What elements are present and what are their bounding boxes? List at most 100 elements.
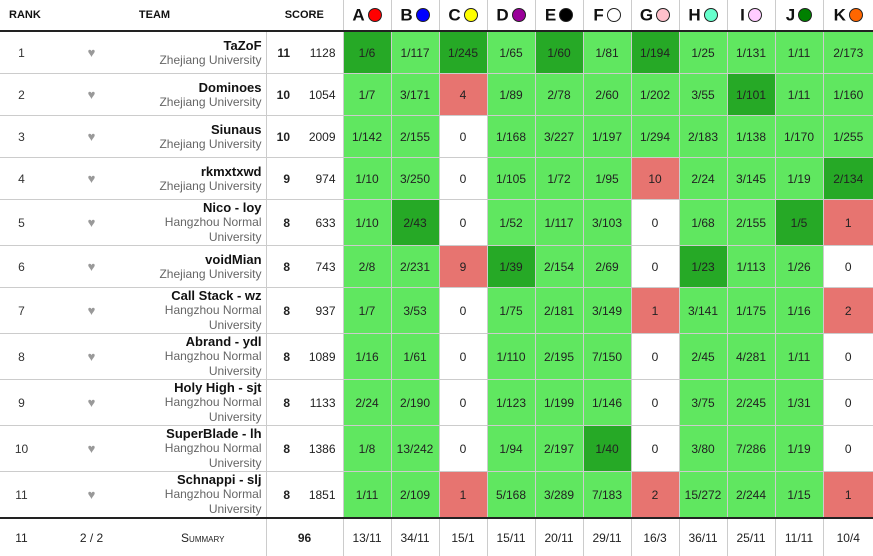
problem-result-cell[interactable]: 1/19 bbox=[774, 425, 824, 472]
problem-result-cell[interactable]: 1 bbox=[822, 471, 873, 519]
problem-result-cell[interactable]: 1/123 bbox=[486, 379, 536, 426]
table-row[interactable]: 9 ♥ Holy High - sjt Hangzhou Normal Univers… bbox=[0, 379, 873, 426]
problem-header-i[interactable]: I bbox=[726, 0, 776, 32]
problem-result-cell[interactable]: 1/168 bbox=[486, 115, 536, 158]
problem-result-cell[interactable]: 0 bbox=[630, 425, 680, 472]
problem-result-cell[interactable]: 1/31 bbox=[774, 379, 824, 426]
team-cell[interactable]: TaZoF Zhejiang University bbox=[140, 31, 267, 74]
team-cell[interactable]: Call Stack - wz Hangzhou Normal Universit… bbox=[140, 287, 267, 334]
team-cell[interactable]: Nico - loy Hangzhou Normal University bbox=[140, 199, 267, 246]
team-cell[interactable]: Dominoes Zhejiang University bbox=[140, 73, 267, 116]
problem-result-cell[interactable]: 1/117 bbox=[390, 31, 440, 74]
problem-header-b[interactable]: B bbox=[390, 0, 440, 32]
problem-result-cell[interactable]: 0 bbox=[822, 379, 873, 426]
problem-result-cell[interactable]: 2 bbox=[822, 287, 873, 334]
problem-result-cell[interactable]: 0 bbox=[630, 245, 680, 288]
problem-result-cell[interactable]: 3/55 bbox=[678, 73, 728, 116]
problem-result-cell[interactable]: 1/39 bbox=[486, 245, 536, 288]
problem-result-cell[interactable]: 1/95 bbox=[582, 157, 632, 200]
problem-result-cell[interactable]: 3/75 bbox=[678, 379, 728, 426]
problem-result-cell[interactable]: 0 bbox=[438, 287, 488, 334]
problem-result-cell[interactable]: 1/194 bbox=[630, 31, 680, 74]
favorite-heart-icon[interactable]: ♥ bbox=[43, 199, 140, 246]
problem-result-cell[interactable]: 1/138 bbox=[726, 115, 776, 158]
table-row[interactable]: 5 ♥ Nico - loy Hangzhou Normal University 8 6… bbox=[0, 199, 873, 246]
problem-result-cell[interactable]: 3/80 bbox=[678, 425, 728, 472]
problem-header-g[interactable]: G bbox=[630, 0, 680, 32]
table-row[interactable]: 7 ♥ Call Stack - wz Hangzhou Normal Univers… bbox=[0, 287, 873, 334]
problem-result-cell[interactable]: 3/103 bbox=[582, 199, 632, 246]
problem-result-cell[interactable]: 1/131 bbox=[726, 31, 776, 74]
problem-header-a[interactable]: A bbox=[342, 0, 392, 32]
problem-result-cell[interactable]: 0 bbox=[822, 333, 873, 380]
problem-result-cell[interactable]: 7/150 bbox=[582, 333, 632, 380]
problem-result-cell[interactable]: 1/19 bbox=[774, 157, 824, 200]
problem-result-cell[interactable]: 1/160 bbox=[822, 73, 873, 116]
problem-result-cell[interactable]: 1/113 bbox=[726, 245, 776, 288]
favorite-heart-icon[interactable]: ♥ bbox=[43, 471, 140, 519]
problem-result-cell[interactable]: 1/68 bbox=[678, 199, 728, 246]
team-cell[interactable]: SuperBlade - lh Hangzhou Normal Universit… bbox=[140, 425, 267, 472]
favorite-heart-icon[interactable]: ♥ bbox=[43, 287, 140, 334]
problem-result-cell[interactable]: 1/11 bbox=[774, 333, 824, 380]
problem-result-cell[interactable]: 1 bbox=[630, 287, 680, 334]
problem-result-cell[interactable]: 1/16 bbox=[342, 333, 392, 380]
problem-result-cell[interactable]: 1 bbox=[822, 199, 873, 246]
problem-result-cell[interactable]: 0 bbox=[630, 379, 680, 426]
problem-result-cell[interactable]: 1/81 bbox=[582, 31, 632, 74]
problem-result-cell[interactable]: 1/72 bbox=[534, 157, 584, 200]
team-header[interactable]: TEAM bbox=[43, 0, 267, 32]
problem-result-cell[interactable]: 2/109 bbox=[390, 471, 440, 519]
problem-result-cell[interactable]: 0 bbox=[438, 157, 488, 200]
problem-result-cell[interactable]: 4/281 bbox=[726, 333, 776, 380]
problem-result-cell[interactable]: 1/146 bbox=[582, 379, 632, 426]
problem-result-cell[interactable]: 1/117 bbox=[534, 199, 584, 246]
problem-result-cell[interactable]: 1/142 bbox=[342, 115, 392, 158]
problem-result-cell[interactable]: 1/10 bbox=[342, 199, 392, 246]
favorite-heart-icon[interactable]: ♥ bbox=[43, 157, 140, 200]
problem-result-cell[interactable]: 7/286 bbox=[726, 425, 776, 472]
problem-result-cell[interactable]: 1/65 bbox=[486, 31, 536, 74]
problem-result-cell[interactable]: 1/11 bbox=[774, 31, 824, 74]
problem-header-j[interactable]: J bbox=[774, 0, 824, 32]
problem-result-cell[interactable]: 9 bbox=[438, 245, 488, 288]
problem-result-cell[interactable]: 1/199 bbox=[534, 379, 584, 426]
team-cell[interactable]: voidMian Zhejiang University bbox=[140, 245, 267, 288]
problem-result-cell[interactable]: 1 bbox=[438, 471, 488, 519]
problem-result-cell[interactable]: 0 bbox=[438, 115, 488, 158]
problem-result-cell[interactable]: 2/155 bbox=[390, 115, 440, 158]
problem-result-cell[interactable]: 2/173 bbox=[822, 31, 873, 74]
problem-result-cell[interactable]: 1/60 bbox=[534, 31, 584, 74]
problem-result-cell[interactable]: 1/61 bbox=[390, 333, 440, 380]
problem-result-cell[interactable]: 1/89 bbox=[486, 73, 536, 116]
problem-result-cell[interactable]: 0 bbox=[630, 199, 680, 246]
favorite-heart-icon[interactable]: ♥ bbox=[43, 379, 140, 426]
problem-result-cell[interactable]: 2/154 bbox=[534, 245, 584, 288]
problem-result-cell[interactable]: 2/155 bbox=[726, 199, 776, 246]
table-row[interactable]: 11 ♥ Schnappi - slj Hangzhou Normal Univers… bbox=[0, 471, 873, 519]
problem-result-cell[interactable]: 3/53 bbox=[390, 287, 440, 334]
problem-result-cell[interactable]: 3/250 bbox=[390, 157, 440, 200]
problem-result-cell[interactable]: 3/145 bbox=[726, 157, 776, 200]
team-cell[interactable]: rkmxtxwd Zhejiang University bbox=[140, 157, 267, 200]
score-header[interactable]: SCORE bbox=[266, 0, 344, 32]
problem-result-cell[interactable]: 1/245 bbox=[438, 31, 488, 74]
problem-header-d[interactable]: D bbox=[486, 0, 536, 32]
problem-result-cell[interactable]: 3/289 bbox=[534, 471, 584, 519]
favorite-heart-icon[interactable]: ♥ bbox=[43, 333, 140, 380]
problem-result-cell[interactable]: 1/23 bbox=[678, 245, 728, 288]
problem-result-cell[interactable]: 5/168 bbox=[486, 471, 536, 519]
problem-result-cell[interactable]: 0 bbox=[822, 425, 873, 472]
problem-result-cell[interactable]: 15/272 bbox=[678, 471, 728, 519]
problem-result-cell[interactable]: 2/60 bbox=[582, 73, 632, 116]
problem-result-cell[interactable]: 1/26 bbox=[774, 245, 824, 288]
problem-result-cell[interactable]: 1/7 bbox=[342, 287, 392, 334]
table-row[interactable]: 6 ♥ voidMian Zhejiang University 8 743 2/8 2/23… bbox=[0, 245, 873, 288]
problem-result-cell[interactable]: 2/8 bbox=[342, 245, 392, 288]
problem-result-cell[interactable]: 3/149 bbox=[582, 287, 632, 334]
problem-result-cell[interactable]: 1/202 bbox=[630, 73, 680, 116]
problem-result-cell[interactable]: 1/197 bbox=[582, 115, 632, 158]
table-row[interactable]: 1 ♥ TaZoF Zhejiang University 11 1128 1/6 1/117… bbox=[0, 31, 873, 74]
problem-result-cell[interactable]: 2/244 bbox=[726, 471, 776, 519]
problem-result-cell[interactable]: 1/101 bbox=[726, 73, 776, 116]
